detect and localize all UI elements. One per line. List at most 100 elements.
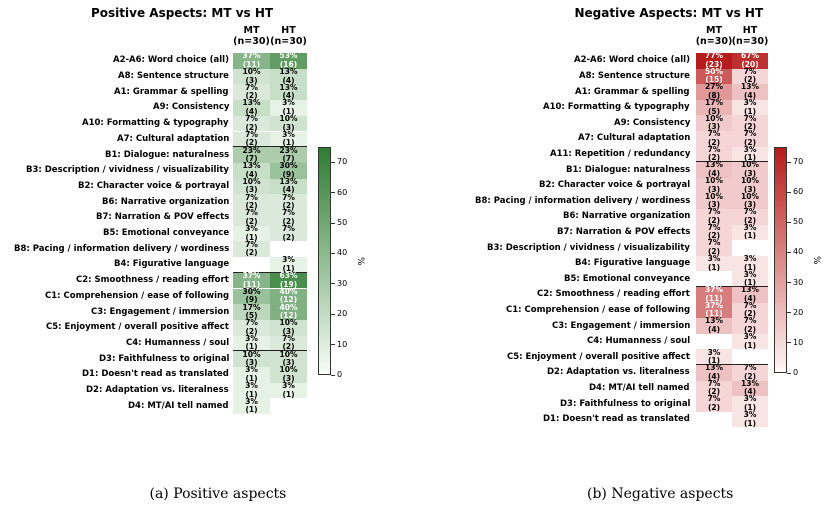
neg-heatmap-cell-ht: 7% (2) (732, 130, 768, 147)
neg-heatmap-cell-mt: 3% (1) (696, 348, 732, 365)
neg-heatmap-cell-ht: 3% (1) (732, 145, 768, 163)
neg-heatmap-cell-ht: 10% (3) (732, 192, 768, 209)
pos-row-label: A2-A6: Word choice (all) (113, 55, 229, 66)
neg-heatmap-cell-ht: 3% (1) (732, 333, 768, 350)
pos-heatmap-cell-mt: 37% (11) (233, 52, 270, 69)
pos-heatmap-cell-ht: 10% (3) (270, 115, 307, 132)
pos-heatmap-cell-mt: 10% (3) (233, 68, 270, 85)
neg-heatmap-cell-mt: 10% (3) (696, 177, 732, 194)
pos-heatmap-cell-mt: 13% (4) (233, 162, 270, 179)
neg-heatmap-cell-mt: 13% (4) (696, 317, 732, 334)
neg-heatmap-cell-ht: 7% (2) (732, 208, 768, 225)
neg-row-label: C3: Engagement / immersion (552, 320, 691, 331)
pos-heatmap-cell-mt: 7% (2) (233, 209, 270, 226)
neg-heatmap-cell-mt: 7% (2) (696, 130, 732, 147)
pos-heatmap-cell-ht: 3% (1) (270, 382, 307, 399)
neg-heatmap-cell-mt: 7% (2) (696, 208, 732, 225)
pos-colorbar-tick-mark (331, 192, 335, 194)
neg-heatmap-cell-ht: 13% (4) (732, 83, 768, 100)
pos-heatmap-cell-ht: 3% (1) (270, 99, 307, 116)
neg-heatmap-cell-mt: 13% (4) (696, 161, 732, 178)
pos-heatmap-cell-mt: 23% (7) (233, 146, 270, 163)
pos-row-label: A9: Consistency (153, 102, 230, 113)
neg-row-label: B7: Narration & POV effects (557, 226, 691, 237)
pos-heatmap-cell-mt: 17% (5) (233, 303, 270, 320)
neg-row-label: A1: Grammar & spelling (575, 86, 690, 97)
neg-caption: (b) Negative aspects (587, 486, 734, 502)
neg-heatmap-cell-ht: 13% (4) (732, 379, 768, 397)
neg-colorbar-tick-label: 70 (793, 157, 804, 167)
pos-heatmap-cell-mt: 3% (1) (233, 382, 270, 399)
neg-heatmap-cell-ht: 3% (1) (732, 270, 768, 287)
pos-row-label: D3: Faithfulness to original (99, 353, 230, 364)
pos-heatmap-cell-ht: 40% (12) (270, 287, 307, 305)
neg-column-header: HT (n=30) (731, 25, 769, 47)
pos-colorbar-tick-label: 60 (337, 187, 348, 197)
pos-row-label: D1: Doesn't read as translated (82, 369, 229, 380)
pos-row-label: C5: Enjoyment / overall positive affect (46, 322, 229, 333)
neg-colorbar-tick-mark (787, 161, 791, 163)
pos-heatmap-cell-mt: 3% (1) (233, 334, 270, 352)
pos-colorbar-tick-label: 50 (337, 218, 348, 227)
neg-heatmap-cell-mt: 17% (5) (696, 99, 732, 116)
neg-row-label: A10: Formatting & typography (543, 102, 690, 113)
pos-row-label: C1: Comprehension / ease of following (45, 290, 230, 301)
neg-colorbar-tick-mark (787, 191, 791, 193)
neg-heatmap-cell-ht: 3% (1) (732, 99, 768, 116)
neg-heatmap-cell-mt: 37% (11) (696, 286, 732, 303)
neg-row-label: B1: Dialogue: naturalness (566, 164, 691, 175)
pos-colorbar-tick-mark (331, 344, 335, 346)
neg-row-label: B4: Figurative language (575, 258, 691, 269)
neg-heatmap-cell-mt: 3% (1) (696, 255, 732, 272)
pos-colorbar-label: % (355, 257, 365, 266)
pos-heatmap-cell-mt: 7% (2) (233, 240, 270, 258)
neg-heatmap-cell-mt: 10% (3) (696, 192, 732, 209)
pos-colorbar-tick-label: 70 (337, 157, 348, 167)
pos-heatmap-cell-ht: 3% (1) (270, 130, 307, 148)
neg-heatmap-cell-mt: 27% (8) (696, 83, 732, 100)
pos-colorbar-tick-label: 40 (337, 248, 348, 258)
neg-row-label: C2: Smoothness / reading effort (537, 289, 690, 300)
neg-colorbar-tick-label: 30 (793, 277, 804, 287)
pos-heatmap-cell-mt: 7% (2) (233, 319, 270, 336)
neg-heatmap-cell-mt: 7% (2) (696, 145, 732, 163)
pos-row-label: B2: Character voice & portrayal (78, 180, 230, 191)
neg-row-label: D3: Faithfulness to original (560, 398, 691, 409)
neg-row-label: B3: Description / vividness / visualizab… (487, 242, 690, 253)
pos-heatmap-cell-ht: 23% (7) (270, 146, 307, 163)
neg-heatmap-cell-ht: 3% (1) (732, 395, 768, 412)
neg-row-label: C5: Enjoyment / overall positive affect (507, 351, 690, 362)
neg-colorbar-tick-mark (787, 312, 791, 314)
pos-column-header: MT (n=30) (233, 25, 270, 47)
neg-colorbar-label: % (811, 256, 821, 265)
neg-heatmap-cell-mt: 77% (23) (696, 52, 732, 69)
pos-row-label: B5: Emotional conveyance (103, 228, 230, 239)
neg-heatmap-cell-mt: 7% (2) (696, 223, 732, 241)
neg-heatmap-cell-ht: 3% (1) (732, 223, 768, 241)
neg-heatmap-cell-ht: 10% (3) (732, 177, 768, 194)
neg-row-label: A9: Consistency (614, 117, 691, 128)
neg-heatmap-cell-ht: 7% (2) (732, 114, 768, 131)
neg-colorbar-tick-label: 40 (793, 247, 804, 257)
neg-heatmap-cell-mt: 7% (2) (696, 395, 732, 412)
neg-column-header: MT (n=30) (695, 25, 733, 47)
pos-heatmap-cell-ht: 30% (9) (270, 162, 307, 179)
pos-heatmap-cell-mt: 3% (1) (233, 225, 270, 242)
pos-heatmap-cell-ht: 13% (4) (270, 83, 307, 101)
neg-colorbar-tick-label: 20 (793, 307, 804, 317)
pos-heatmap-cell-ht: 7% (2) (270, 334, 307, 352)
pos-row-label: D2: Adaptation vs. literalness (86, 385, 229, 396)
pos-heatmap-cell-mt: 3% (1) (233, 366, 270, 383)
pos-colorbar (318, 147, 331, 375)
pos-heatmap-cell-mt: 7% (2) (233, 83, 270, 101)
pos-row-label: B1: Dialogue: naturalness (105, 149, 230, 160)
pos-row-label: A8: Sentence structure (118, 71, 229, 82)
pos-heatmap-cell-ht: 13% (4) (270, 68, 307, 85)
neg-heatmap-cell-mt (696, 412, 732, 428)
pos-row-label: B4: Figurative language (114, 259, 230, 270)
pos-row-label: B6: Narrative organization (102, 196, 230, 207)
neg-heatmap-cell-ht: 3% (1) (732, 255, 768, 272)
neg-row-label: C1: Comprehension / ease of following (506, 304, 691, 315)
neg-heatmap-cell-mt: 50% (15) (696, 67, 732, 85)
pos-colorbar-tick-mark (331, 374, 335, 376)
